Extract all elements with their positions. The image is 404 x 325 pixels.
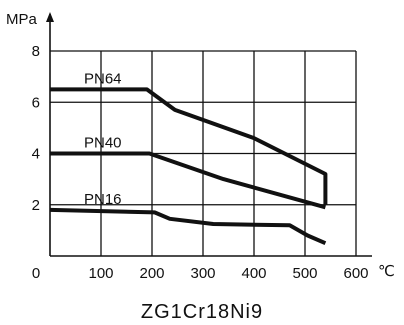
series-label-pn64: PN64 — [84, 70, 122, 87]
x-tick-label: 600 — [343, 265, 368, 282]
labels: 0 100 200 300 400 500 600 2 4 6 8 PN64 PN40 PN16 — [32, 43, 369, 282]
y-axis-unit: MPa — [6, 11, 38, 28]
x-tick-label: 400 — [241, 265, 266, 282]
x-tick-label: 100 — [88, 265, 113, 282]
x-tick-label: 0 — [32, 265, 40, 282]
x-tick-label: 500 — [292, 265, 317, 282]
x-tick-label: 200 — [139, 265, 164, 282]
series-line-pn40 — [50, 151, 326, 210]
y-tick-label: 6 — [32, 94, 40, 111]
series-label-pn16: PN16 — [84, 191, 122, 208]
series-line-pn16 — [49, 207, 327, 246]
x-axis-unit: ℃ — [378, 263, 395, 280]
y-axis-arrow — [46, 12, 54, 22]
series-line-pn64 — [50, 87, 328, 205]
axes — [46, 12, 372, 257]
chart-title: ZG1Cr18Ni9 — [141, 301, 263, 323]
y-tick-label: 2 — [32, 197, 40, 214]
grid — [50, 50, 357, 256]
x-tick-label: 300 — [190, 265, 215, 282]
series-label-pn40: PN40 — [84, 135, 122, 152]
y-tick-label: 4 — [32, 146, 40, 163]
series-lines — [49, 87, 328, 246]
y-tick-label: 8 — [32, 43, 40, 60]
